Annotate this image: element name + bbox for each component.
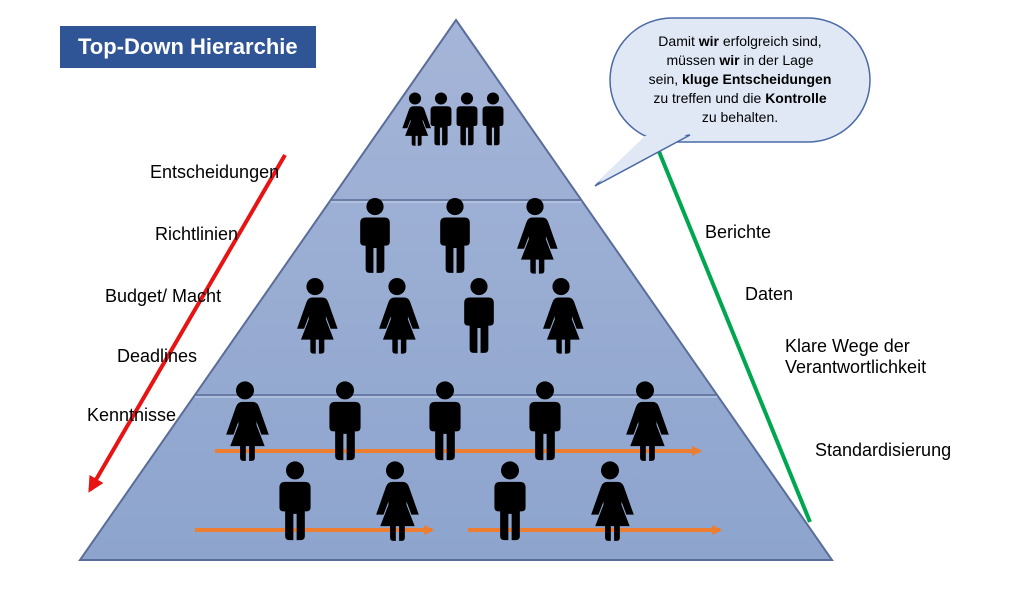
title-box: Top-Down Hierarchie (60, 26, 316, 68)
side-label: Richtlinien (155, 224, 238, 245)
side-label: Kenntnisse (87, 405, 176, 426)
side-label: Budget/ Macht (105, 286, 221, 307)
side-label: Standardisierung (815, 440, 951, 461)
side-label: Daten (745, 284, 793, 305)
speech-bubble-text: Damit wir erfolgreich sind,müssen wir in… (622, 32, 858, 126)
side-label: Berichte (705, 222, 771, 243)
side-label: Deadlines (117, 346, 197, 367)
side-label: Entscheidungen (150, 162, 279, 183)
side-label: Klare Wege der Verantwortlichkeit (785, 336, 926, 378)
